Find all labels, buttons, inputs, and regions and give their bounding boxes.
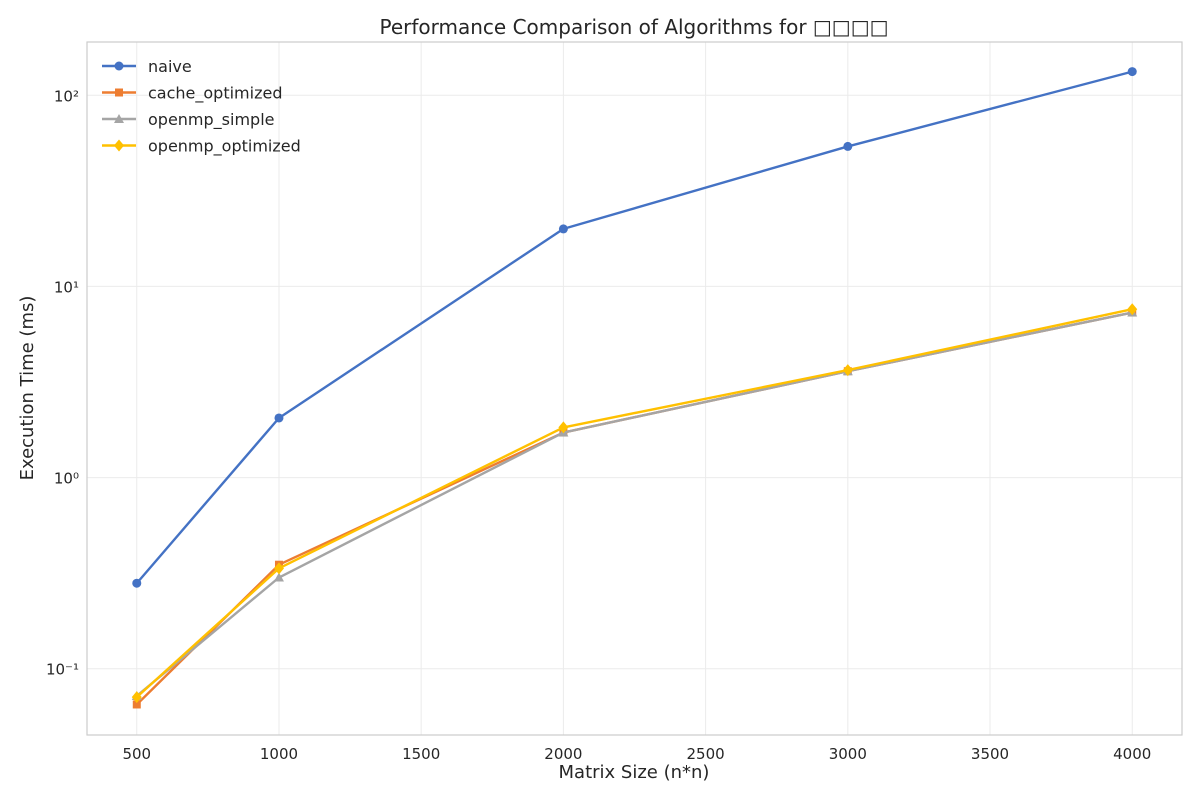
x-tick-label: 3500 xyxy=(971,745,1009,763)
series-openmp-optimized xyxy=(131,303,1138,704)
legend-label: cache_optimized xyxy=(148,84,282,104)
legend-label: openmp_optimized xyxy=(148,137,301,157)
legend-marker xyxy=(114,114,124,123)
legend: naive cache_optimized openmp_simple openmp_… xyxy=(102,57,301,157)
data-point xyxy=(132,578,142,588)
legend-label: naive xyxy=(148,57,192,76)
legend-item: cache_optimized xyxy=(102,84,282,104)
legend-marker xyxy=(114,139,124,152)
x-tick-label: 2000 xyxy=(544,745,582,763)
legend-item: naive xyxy=(102,57,192,76)
x-tick-label: 3000 xyxy=(829,745,867,763)
y-axis-label: Execution Time (ms) xyxy=(17,296,38,481)
series-openmp-simple xyxy=(131,307,1138,700)
legend-item: openmp_optimized xyxy=(102,137,301,157)
data-point xyxy=(558,421,569,434)
series-group xyxy=(131,67,1138,709)
data-point xyxy=(1127,67,1137,77)
y-tick-label: 10⁰ xyxy=(54,470,79,488)
x-tick-label: 2500 xyxy=(687,745,725,763)
data-point xyxy=(558,224,568,234)
x-tick-label: 1500 xyxy=(402,745,440,763)
grid xyxy=(87,42,1182,735)
chart-title: Performance Comparison of Algorithms for… xyxy=(379,15,888,39)
data-point xyxy=(843,141,853,151)
data-point xyxy=(273,562,284,575)
series-line xyxy=(135,311,1133,706)
data-point xyxy=(131,691,142,704)
y-tick-label: 10² xyxy=(54,87,79,105)
series-naive xyxy=(132,67,1137,588)
x-tick-label: 4000 xyxy=(1113,745,1151,763)
plot-frame xyxy=(86,41,1183,736)
x-axis-ticks: 500 1000 1500 2000 2500 3000 3500 4000 xyxy=(122,745,1151,763)
series-line xyxy=(135,308,1133,699)
x-tick-label: 500 xyxy=(122,745,151,763)
data-point xyxy=(132,700,141,709)
y-tick-label: 10⁻¹ xyxy=(46,661,79,679)
y-axis-ticks: 10⁻¹ 10⁰ 10¹ 10² xyxy=(46,87,79,678)
legend-marker xyxy=(115,88,123,97)
data-point xyxy=(1127,303,1138,316)
x-axis-label: Matrix Size (n*n) xyxy=(559,762,710,783)
y-tick-label: 10¹ xyxy=(54,278,79,296)
data-point xyxy=(274,413,284,423)
series-line xyxy=(136,311,1133,697)
x-tick-label: 1000 xyxy=(260,745,298,763)
legend-item: openmp_simple xyxy=(102,110,274,130)
legend-marker xyxy=(114,61,124,71)
series-cache-optimized xyxy=(132,308,1137,709)
data-point xyxy=(842,364,853,377)
data-point xyxy=(273,572,284,582)
legend-label: openmp_simple xyxy=(148,110,274,130)
